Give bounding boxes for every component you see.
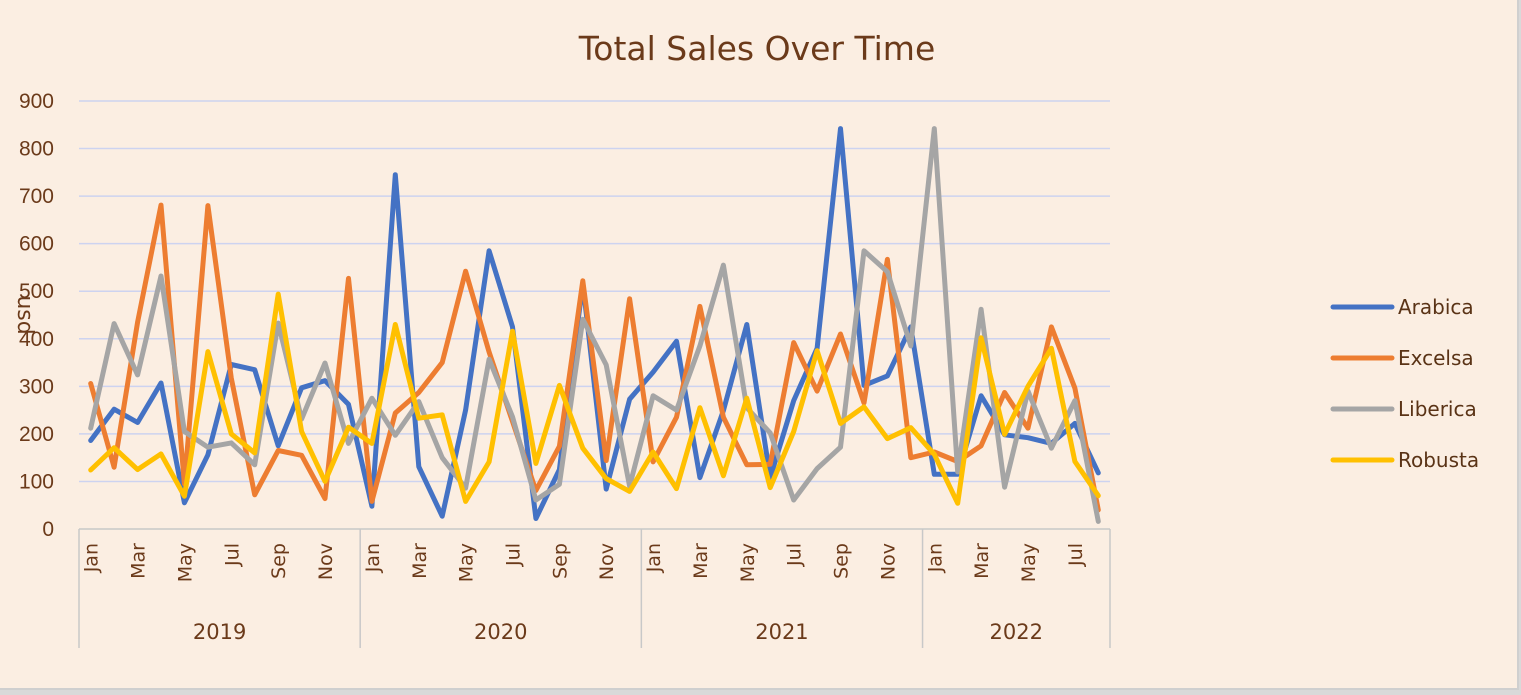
x-tick-label: May: [1018, 543, 1040, 582]
y-tick-label: 200: [19, 423, 54, 446]
x-tick-label: Jan: [643, 543, 665, 573]
year-label: 2020: [474, 620, 527, 644]
x-tick-label: Nov: [315, 543, 337, 580]
y-tick-label: 400: [19, 328, 54, 351]
x-tick-label: May: [737, 543, 759, 582]
y-tick-label: 100: [19, 470, 54, 493]
y-tick-label: 800: [19, 138, 54, 161]
x-tick-label: Jan: [362, 543, 384, 573]
year-label: 2021: [755, 620, 808, 644]
legend-label: Excelsa: [1398, 346, 1474, 370]
x-tick-label: May: [174, 543, 196, 582]
x-tick-label: Jul: [502, 543, 524, 567]
y-tick-label: 700: [19, 185, 54, 208]
y-tick-label: 600: [19, 233, 54, 256]
legend-label: Robusta: [1398, 448, 1479, 472]
plot-series: [88, 126, 1101, 524]
legend-label: Liberica: [1398, 397, 1477, 421]
x-tick-label: Mar: [128, 543, 150, 579]
x-tick-label: Sep: [831, 543, 853, 579]
x-tick-label: Jan: [81, 543, 103, 573]
x-tick-label: Sep: [549, 543, 571, 579]
x-tick-label: Mar: [690, 543, 712, 579]
x-tick-label: Nov: [877, 543, 899, 580]
series-line-robusta: [88, 291, 1101, 506]
y-tick-label: 900: [19, 90, 54, 113]
legend: Arabica Excelsa Liberica Robusta: [1330, 295, 1479, 472]
year-label: 2022: [990, 620, 1043, 644]
x-axis: Jan Mar May Jul Sep Nov 2019 Jan Mar May Jul Sep Nov…: [78, 528, 1111, 648]
y-tick-label: 300: [19, 375, 54, 398]
x-tick-label: Mar: [971, 543, 993, 579]
y-tick-label: 0: [42, 518, 54, 541]
x-tick-label: Jan: [924, 543, 946, 573]
year-label: 2019: [193, 620, 246, 644]
x-tick-label: Jul: [1065, 543, 1087, 567]
legend-label: Arabica: [1398, 295, 1474, 319]
x-tick-label: Jul: [221, 543, 243, 567]
chart-title: Total Sales Over Time: [578, 29, 936, 68]
y-axis-label: usd: [12, 295, 37, 334]
x-tick-label: May: [456, 543, 478, 582]
x-tick-label: Jul: [784, 543, 806, 567]
y-tick-label: 500: [19, 280, 54, 303]
x-tick-label: Sep: [268, 543, 290, 579]
x-tick-label: Nov: [596, 543, 618, 580]
x-tick-label: Mar: [409, 543, 431, 579]
